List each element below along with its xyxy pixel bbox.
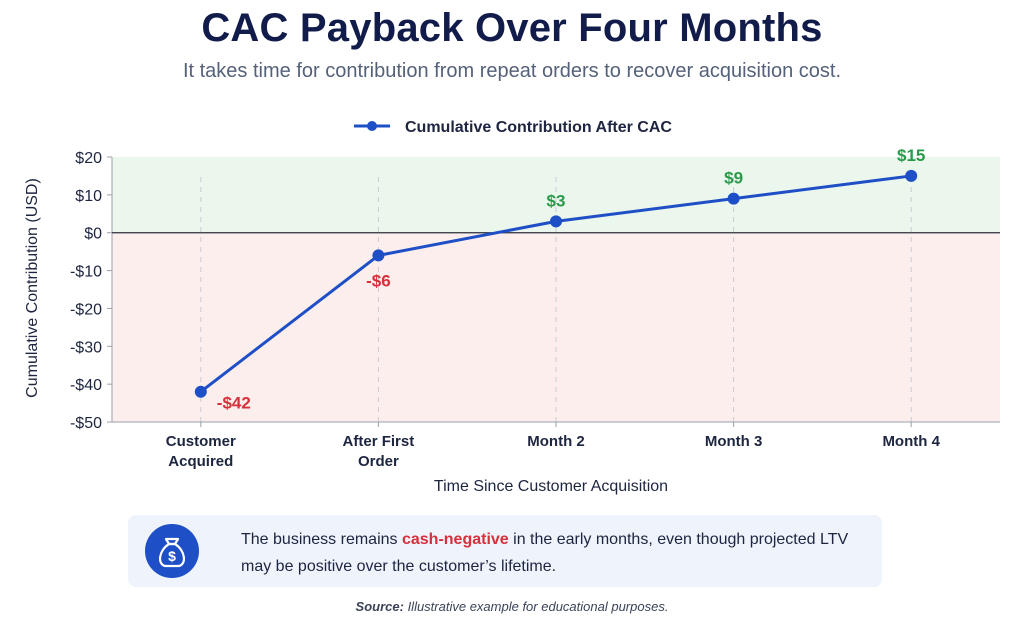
plot-area: $20 $10 $0 -$10 -$20 -$30 -$40 -$50 Customer Acqu… <box>70 146 1000 470</box>
source-note: Source: Illustrative example for educati… <box>0 599 1024 614</box>
data-label: -$42 <box>217 394 251 413</box>
y-tick-label: -$50 <box>70 415 102 432</box>
data-point <box>905 169 918 182</box>
data-point <box>727 192 740 205</box>
y-axis-label: Cumulative Contribution (USD) <box>24 178 41 398</box>
money-bag-icon: $ <box>145 524 199 578</box>
data-label: $9 <box>724 169 743 188</box>
y-tick-label: -$20 <box>70 301 102 318</box>
x-tick-label: Month 4 <box>882 433 940 450</box>
chart-subtitle: It takes time for contribution from repe… <box>182 60 842 82</box>
legend-label: Cumulative Contribution After CAC <box>405 119 672 136</box>
callout-text-before: The business remains <box>241 531 402 548</box>
x-tick-label: Month 3 <box>705 433 763 450</box>
source-label: Source: <box>355 599 404 614</box>
insight-callout: $ The business remains cash-negative in … <box>128 515 882 587</box>
line-chart: Cumulative Contribution After CAC $20 $10… <box>24 119 1000 495</box>
y-tick-label: -$30 <box>70 339 102 356</box>
x-tick-label: Acquired <box>168 453 233 470</box>
data-point <box>194 385 207 398</box>
data-label: $3 <box>547 191 566 210</box>
x-tick-label: After First <box>343 433 415 450</box>
svg-text:$: $ <box>168 548 176 564</box>
y-tick-label: $10 <box>75 188 102 205</box>
chart-title: CAC Payback Over Four Months <box>201 6 823 50</box>
y-tick-label: $20 <box>75 150 102 167</box>
data-point <box>372 249 385 262</box>
x-axis-label: Time Since Customer Acquisition <box>434 478 668 495</box>
x-tick-label: Order <box>358 453 399 470</box>
y-tick-label: $0 <box>84 226 102 243</box>
x-tick-label: Customer <box>166 433 236 450</box>
data-label: $15 <box>897 146 925 165</box>
y-tick-label: -$10 <box>70 264 102 281</box>
legend-dot-marker <box>367 121 377 131</box>
source-text: Illustrative example for educational pur… <box>403 599 669 614</box>
callout-text: The business remains cash-negative in th… <box>241 526 861 580</box>
x-tick-label: Month 2 <box>527 433 585 450</box>
legend: Cumulative Contribution After CAC <box>354 119 672 136</box>
callout-highlight: cash-negative <box>401 531 509 548</box>
callout-text-after: in the early months, even though project… <box>241 531 849 575</box>
y-tick-label: -$40 <box>70 377 102 394</box>
data-label: -$6 <box>366 271 391 290</box>
data-point <box>550 215 562 228</box>
